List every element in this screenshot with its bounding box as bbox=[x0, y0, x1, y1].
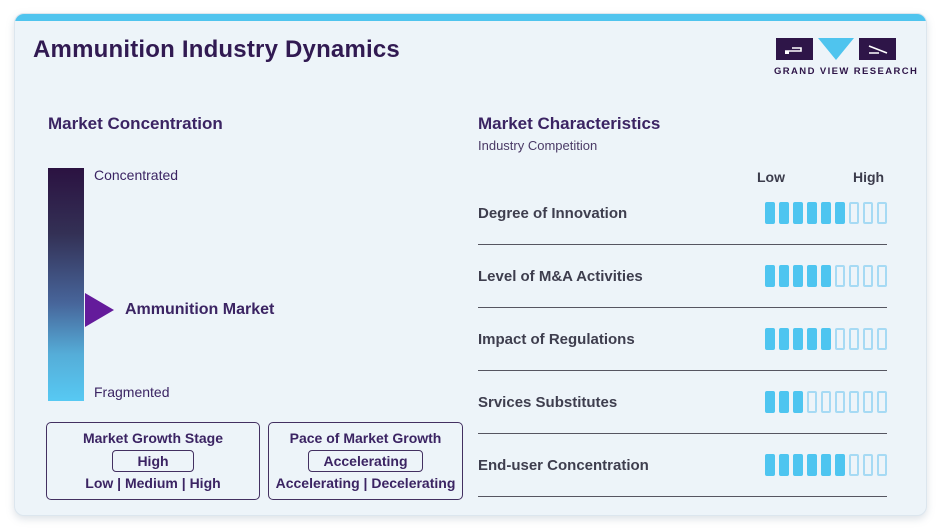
rating-segment-empty bbox=[877, 202, 887, 224]
characteristic-label: End-user Concentration bbox=[478, 456, 649, 474]
growth-stage-title: Market Growth Stage bbox=[82, 430, 224, 446]
characteristic-label: Level of M&A Activities bbox=[478, 267, 643, 285]
rating-segment-filled bbox=[793, 202, 803, 224]
rating-segment-filled bbox=[807, 265, 817, 287]
rating-segment-filled bbox=[779, 202, 789, 224]
rating-segment-empty bbox=[835, 391, 845, 413]
rating-segment-empty bbox=[821, 391, 831, 413]
top-accent-bar bbox=[15, 14, 926, 21]
page-title: Ammunition Industry Dynamics bbox=[33, 36, 400, 63]
rating-segment-empty bbox=[835, 265, 845, 287]
gvr-logo-marks bbox=[774, 38, 898, 61]
market-position-label: Ammunition Market bbox=[125, 301, 275, 318]
scale-high-label: High bbox=[853, 169, 885, 185]
logo-brand-text: GRAND VIEW RESEARCH bbox=[774, 66, 919, 77]
rating-segment-filled bbox=[779, 265, 789, 287]
market-position-arrow-icon bbox=[85, 293, 114, 327]
rating-segment-empty bbox=[877, 454, 887, 476]
rating-segment-filled bbox=[765, 391, 775, 413]
growth-stage-selected: High bbox=[112, 449, 194, 472]
rating-segment-empty bbox=[849, 454, 859, 476]
market-growth-pace-box: Pace of Market Growth Accelerating Accel… bbox=[268, 422, 463, 500]
rating-segment-filled bbox=[793, 454, 803, 476]
rating-bars bbox=[765, 265, 887, 287]
rating-segment-empty bbox=[863, 202, 873, 224]
logo-v-icon bbox=[818, 38, 854, 60]
rating-segment-filled bbox=[779, 454, 789, 476]
rating-segment-empty bbox=[877, 328, 887, 350]
rating-segment-empty bbox=[877, 391, 887, 413]
market-concentration-heading: Market Concentration bbox=[48, 114, 223, 133]
rating-segment-filled bbox=[793, 328, 803, 350]
rating-segment-filled bbox=[765, 328, 775, 350]
fragmented-label: Fragmented bbox=[94, 384, 170, 400]
characteristic-row: Degree of Innovation bbox=[478, 182, 887, 245]
rating-segment-empty bbox=[863, 265, 873, 287]
rating-segment-filled bbox=[807, 202, 817, 224]
rating-segment-empty bbox=[807, 391, 817, 413]
rating-segment-filled bbox=[793, 265, 803, 287]
characteristic-row: Level of M&A Activities bbox=[478, 245, 887, 308]
rating-segment-filled bbox=[779, 391, 789, 413]
rating-segment-empty bbox=[877, 265, 887, 287]
rating-segment-filled bbox=[821, 202, 831, 224]
rating-segment-filled bbox=[835, 454, 845, 476]
rating-segment-filled bbox=[821, 328, 831, 350]
rating-segment-empty bbox=[849, 202, 859, 224]
rating-segment-filled bbox=[793, 391, 803, 413]
rating-segment-filled bbox=[821, 454, 831, 476]
rating-bars bbox=[765, 454, 887, 476]
logo-g-icon bbox=[776, 38, 813, 60]
rating-segment-empty bbox=[863, 328, 873, 350]
infographic-card: Ammunition Industry Dynamics GRAND VIEW … bbox=[14, 13, 927, 516]
characteristic-row: Srvices Substitutes bbox=[478, 371, 887, 434]
characteristic-label: Impact of Regulations bbox=[478, 330, 635, 348]
rating-bars bbox=[765, 202, 887, 224]
growth-pace-options: Accelerating | Decelerating bbox=[275, 475, 456, 491]
logo-r-icon bbox=[859, 38, 896, 60]
characteristic-row: End-user Concentration bbox=[478, 434, 887, 497]
rating-segment-empty bbox=[849, 265, 859, 287]
growth-pace-selected: Accelerating bbox=[308, 449, 423, 472]
rating-segment-empty bbox=[835, 328, 845, 350]
rating-bars bbox=[765, 328, 887, 350]
characteristic-label: Degree of Innovation bbox=[478, 204, 628, 222]
market-characteristics-heading: Market Characteristics bbox=[478, 114, 661, 133]
rating-segment-empty bbox=[863, 391, 873, 413]
concentration-gradient-bar bbox=[48, 168, 84, 401]
scale-low-label: Low bbox=[757, 169, 785, 185]
rating-segment-filled bbox=[821, 265, 831, 287]
gvr-logo: GRAND VIEW RESEARCH bbox=[774, 38, 919, 77]
rating-segment-filled bbox=[835, 202, 845, 224]
characteristic-row: Impact of Regulations bbox=[478, 308, 887, 371]
characteristic-label: Srvices Substitutes bbox=[478, 393, 618, 411]
characteristics-rows: Degree of Innovation Level of M&A Activit… bbox=[478, 182, 887, 497]
rating-segment-filled bbox=[765, 202, 775, 224]
rating-segment-empty bbox=[849, 391, 859, 413]
rating-segment-empty bbox=[863, 454, 873, 476]
industry-competition-subheading: Industry Competition bbox=[478, 138, 598, 153]
rating-segment-empty bbox=[849, 328, 859, 350]
concentrated-label: Concentrated bbox=[94, 167, 179, 183]
rating-segment-filled bbox=[765, 454, 775, 476]
rating-bars bbox=[765, 391, 887, 413]
market-growth-stage-box: Market Growth Stage High Low | Medium | … bbox=[46, 422, 260, 500]
rating-segment-filled bbox=[807, 454, 817, 476]
rating-segment-filled bbox=[765, 265, 775, 287]
growth-stage-options: Low | Medium | High bbox=[85, 475, 221, 491]
rating-segment-filled bbox=[779, 328, 789, 350]
rating-segment-filled bbox=[807, 328, 817, 350]
growth-pace-title: Pace of Market Growth bbox=[289, 430, 442, 446]
